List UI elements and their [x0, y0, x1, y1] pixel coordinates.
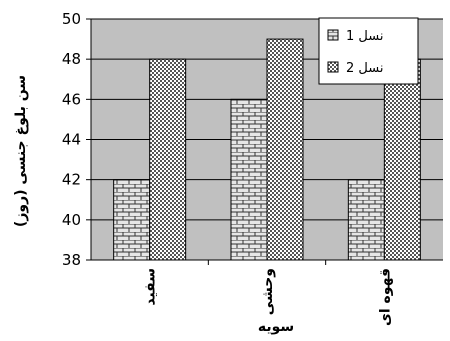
bar-series-2-3: [383, 58, 421, 261]
legend: نسل 1 نسل 2: [318, 17, 419, 85]
bar-series-1-2: [230, 98, 268, 261]
y-tick-label: 50: [62, 10, 81, 28]
x-tick-label: قهوه ای: [377, 268, 393, 326]
legend-swatch-series-1: [327, 29, 339, 41]
x-axis-label: سویه: [258, 319, 294, 335]
legend-label-series-2: نسل 2: [346, 61, 383, 76]
bars: [113, 38, 421, 261]
legend-label-series-1: نسل 1: [346, 29, 383, 44]
y-tick-label: 38: [62, 251, 81, 269]
bar-series-2-1: [149, 58, 187, 261]
y-tick-label: 40: [62, 211, 81, 229]
y-tick-label: 48: [62, 50, 81, 68]
y-axis-label: سن بلوغ جنسی (روز): [13, 75, 29, 227]
y-tick-label: 44: [62, 131, 81, 149]
y-tick-label: 46: [62, 90, 81, 108]
bar-series-1-1: [113, 179, 151, 261]
x-tick-label: سفید: [143, 268, 159, 306]
bar-series-2-2: [266, 38, 304, 261]
x-tick-label: وحشی: [260, 268, 276, 315]
axis-labels: سن بلوغ جنسی (روز) سویه: [13, 75, 294, 335]
y-tick-label: 42: [62, 171, 81, 189]
legend-box: [318, 17, 419, 85]
legend-swatch-series-2: [327, 61, 339, 73]
bar-series-1-3: [347, 179, 385, 261]
